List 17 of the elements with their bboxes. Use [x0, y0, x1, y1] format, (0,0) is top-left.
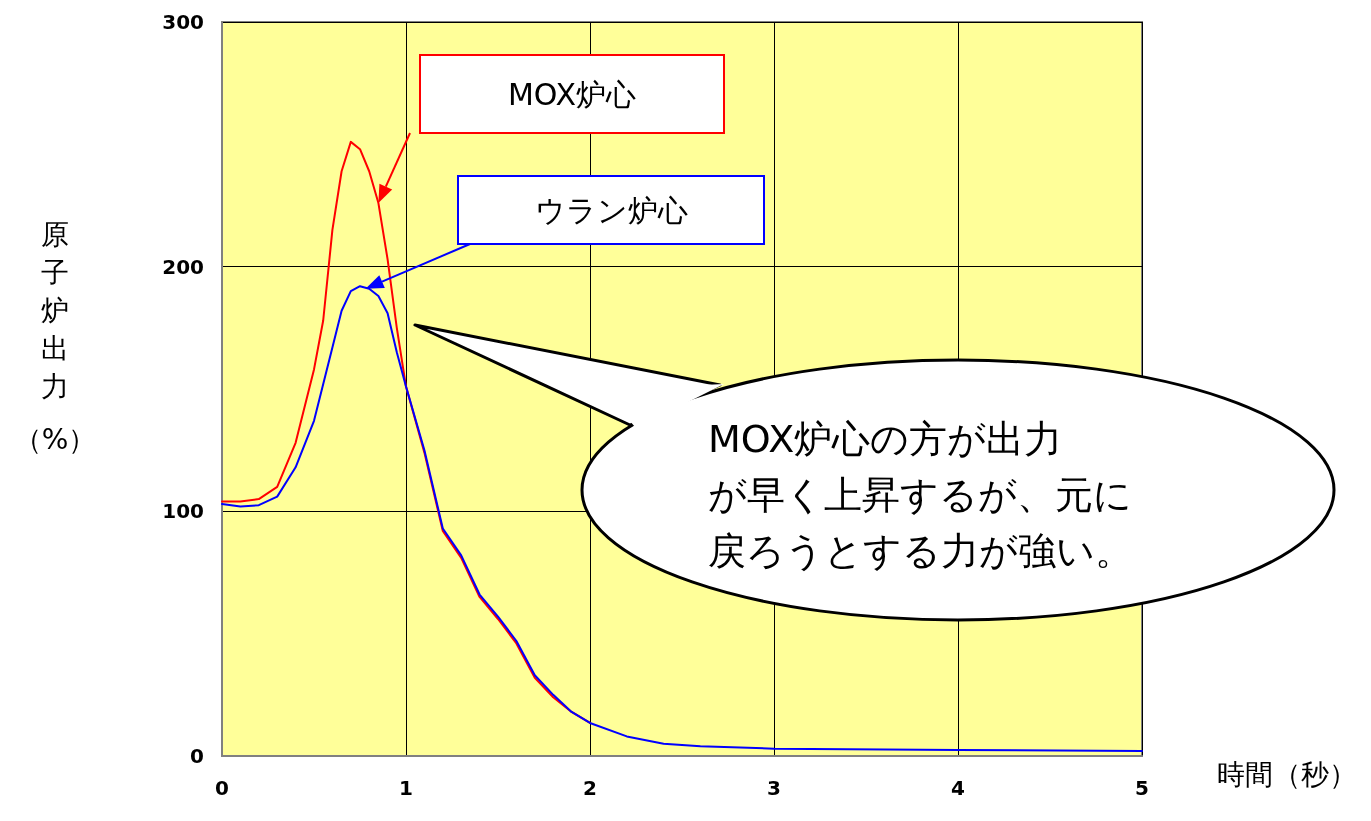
annotation: MOX炉心の方が出力 — [708, 416, 1063, 463]
annotation: が早く上昇するが、元に — [708, 472, 1132, 519]
y-axis-title: 原子炉出力（%） — [13, 217, 97, 456]
text: ウラン炉心 — [534, 192, 688, 228]
y-tick-label: 100 — [162, 499, 204, 524]
x-tick-label: 3 — [767, 776, 781, 800]
text: MOX炉心 — [507, 76, 637, 112]
x-tick-label: 1 — [399, 776, 413, 800]
y-tick-label: 200 — [162, 254, 204, 279]
y-tick-label: 0 — [190, 744, 204, 768]
y-tick-label: 300 — [162, 10, 204, 34]
x-tick-label: 2 — [583, 776, 597, 800]
x-tick-label: 4 — [951, 776, 965, 800]
x-tick-label: 5 — [1135, 776, 1149, 800]
annotation: 戻ろうとする力が強い。 — [708, 528, 1133, 575]
x-tick-label: 0 — [215, 776, 229, 800]
x-axis-title: 時間（秒） — [1217, 757, 1357, 791]
